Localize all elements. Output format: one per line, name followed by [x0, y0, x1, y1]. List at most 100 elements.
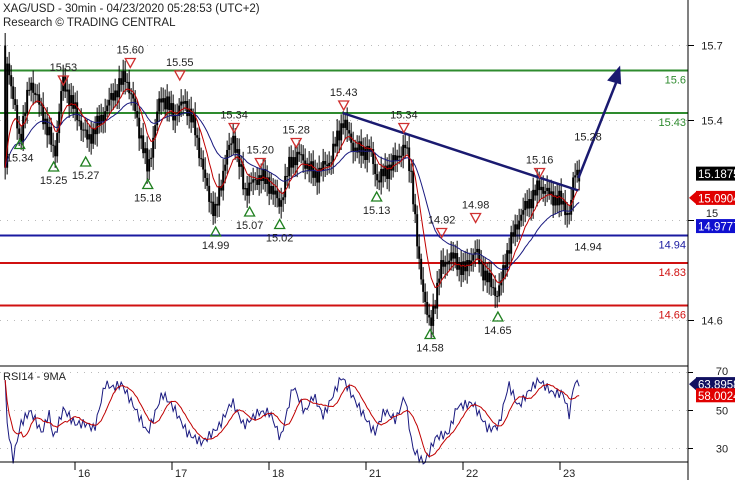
candle-body: [154, 125, 157, 138]
candle-body: [130, 93, 133, 95]
price-tick-label: 14.6: [701, 316, 722, 328]
candle-body: [330, 162, 333, 164]
price-tick-label: 15.7: [701, 41, 722, 53]
candle-body: [484, 270, 487, 281]
candle-body: [488, 272, 491, 283]
candle-body: [138, 117, 141, 139]
candle-body: [66, 89, 69, 92]
candle-body: [128, 81, 131, 94]
candle-body: [372, 149, 375, 165]
resistance-marker-label: 14.98: [462, 200, 490, 212]
candle-body: [386, 165, 389, 179]
candle-body: [490, 272, 493, 288]
candle-body: [566, 212, 569, 216]
candle-body: [302, 154, 305, 161]
support-up-triangle: [47, 160, 60, 172]
candle-body: [108, 99, 111, 106]
candle-body: [168, 96, 171, 111]
candle-body: [384, 165, 387, 177]
candle-body: [242, 164, 245, 190]
candle-body: [6, 63, 9, 168]
candle-body: [142, 135, 145, 154]
candle-body: [286, 175, 289, 177]
candle-body: [562, 200, 565, 205]
candle-body: [478, 248, 481, 265]
candle-body: [140, 135, 143, 139]
price-badge-label: 58.0024: [698, 391, 735, 403]
candle-body: [248, 182, 251, 196]
candle-body: [288, 156, 291, 177]
candle-body: [72, 95, 75, 109]
candle-body: [250, 182, 253, 184]
candle-body: [522, 210, 525, 215]
candle-body: [212, 201, 215, 217]
candle-body: [78, 120, 81, 122]
candle-body: [500, 280, 503, 286]
price-badge: [696, 166, 735, 181]
candle-body: [246, 188, 249, 196]
price-tick-label: 15.4: [701, 116, 722, 128]
candle-body: [536, 180, 539, 196]
candle-body: [112, 93, 115, 101]
candle-body: [352, 142, 355, 151]
support-up-triangle: [79, 155, 92, 167]
candle-body: [254, 179, 257, 181]
support-up-triangle: [423, 328, 437, 340]
fast-ma-line: [4, 88, 580, 289]
candle-body: [404, 144, 407, 149]
candle-body: [338, 130, 341, 141]
candle-body: [388, 164, 391, 179]
candle-body: [8, 63, 11, 76]
rsi-tick-label: 30: [716, 444, 728, 456]
candle-body: [58, 111, 61, 134]
candle-body: [232, 135, 235, 144]
candle-body: [346, 119, 349, 131]
candle-body: [202, 158, 205, 170]
candle-body: [380, 168, 383, 183]
candle-body: [516, 224, 519, 230]
candle-body: [216, 203, 219, 206]
candle-body: [570, 199, 573, 215]
candle-body: [126, 81, 129, 83]
candle-body: [318, 167, 321, 183]
resistance-down-triangle: [397, 122, 410, 134]
candle-body: [284, 175, 287, 198]
candle-body: [486, 270, 489, 283]
candle-body: [442, 260, 445, 267]
candle-body: [56, 133, 59, 157]
support-up-triangle: [491, 310, 505, 322]
candle-body: [458, 262, 461, 270]
candle-body: [502, 265, 505, 281]
candle-body: [574, 175, 577, 178]
candle-body: [532, 189, 535, 209]
candle-body: [38, 94, 41, 105]
badge-pointer: [689, 377, 697, 392]
candle-body: [494, 287, 497, 296]
candle-body: [530, 199, 533, 209]
candle-body: [214, 203, 217, 217]
candle-body: [76, 102, 79, 121]
candle-body: [320, 167, 323, 171]
candle-body: [356, 147, 359, 153]
candle-body: [268, 177, 271, 194]
candle-body: [74, 102, 77, 109]
candle-body: [568, 212, 571, 215]
resistance-marker-label: 15.16: [526, 155, 554, 167]
candle-body: [48, 126, 51, 136]
candle-body: [34, 92, 37, 95]
candle-body: [104, 111, 107, 122]
candle-body: [122, 71, 125, 85]
candle-body: [468, 260, 471, 266]
resistance-marker-label: 15.34: [390, 110, 418, 122]
candle-body: [334, 143, 337, 147]
level-label: 15.6: [665, 75, 686, 87]
candle-body: [454, 253, 457, 259]
resistance-marker-label: 15.34: [220, 110, 248, 122]
candle-body: [504, 265, 507, 270]
candle-body: [124, 71, 127, 82]
candle-body: [420, 258, 423, 280]
candle-body: [440, 260, 443, 279]
candle-body: [162, 98, 165, 103]
candle-body: [220, 186, 223, 191]
